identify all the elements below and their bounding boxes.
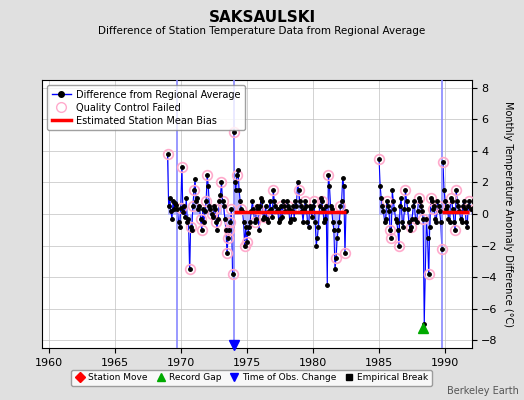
Text: SAKSAULSKI: SAKSAULSKI	[209, 10, 315, 25]
Y-axis label: Monthly Temperature Anomaly Difference (°C): Monthly Temperature Anomaly Difference (…	[504, 101, 514, 327]
Text: Difference of Station Temperature Data from Regional Average: Difference of Station Temperature Data f…	[99, 26, 425, 36]
Text: Berkeley Earth: Berkeley Earth	[447, 386, 519, 396]
Legend: Station Move, Record Gap, Time of Obs. Change, Empirical Break: Station Move, Record Gap, Time of Obs. C…	[71, 370, 432, 386]
Legend: Difference from Regional Average, Quality Control Failed, Estimated Station Mean: Difference from Regional Average, Qualit…	[47, 85, 245, 130]
